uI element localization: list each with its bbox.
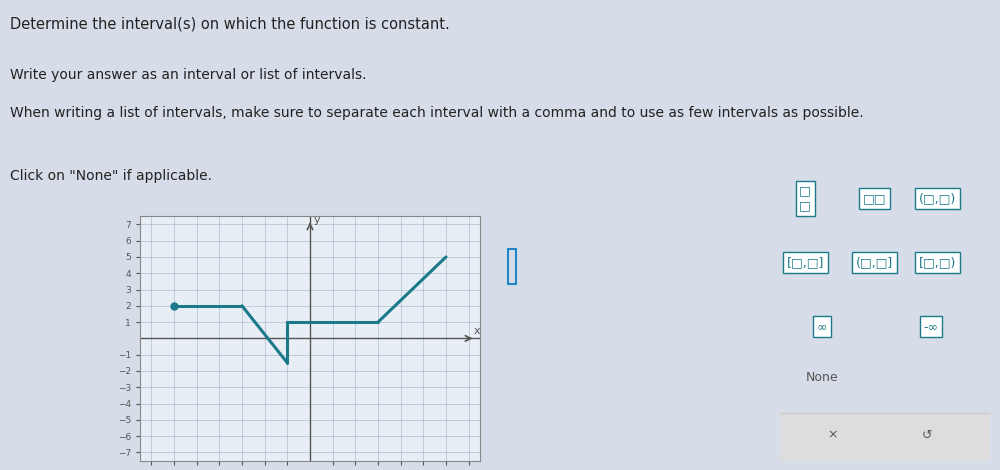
Text: □□: □□ [863,192,886,205]
Text: (□,□]: (□,□] [856,256,893,269]
Text: Write your answer as an interval or list of intervals.: Write your answer as an interval or list… [10,68,366,82]
Text: y: y [313,215,320,225]
Text: x: x [473,326,480,337]
Text: When writing a list of intervals, make sure to separate each interval with a com: When writing a list of intervals, make s… [10,106,864,120]
Text: Click on "None" if applicable.: Click on "None" if applicable. [10,169,212,183]
Text: [□,□]: [□,□] [787,256,824,269]
Text: Determine the interval(s) on which the function is constant.: Determine the interval(s) on which the f… [10,17,450,32]
Text: (□,□): (□,□) [919,192,956,205]
Bar [508,249,516,284]
Text: ∞: ∞ [817,320,827,333]
Text: -∞: -∞ [924,320,939,333]
Text: ×: × [827,429,838,441]
Bar [780,413,990,461]
Text: ↺: ↺ [922,429,932,441]
Text: None: None [806,371,838,384]
Text: [□,□): [□,□) [919,256,956,269]
Text: □
□: □ □ [799,185,811,212]
